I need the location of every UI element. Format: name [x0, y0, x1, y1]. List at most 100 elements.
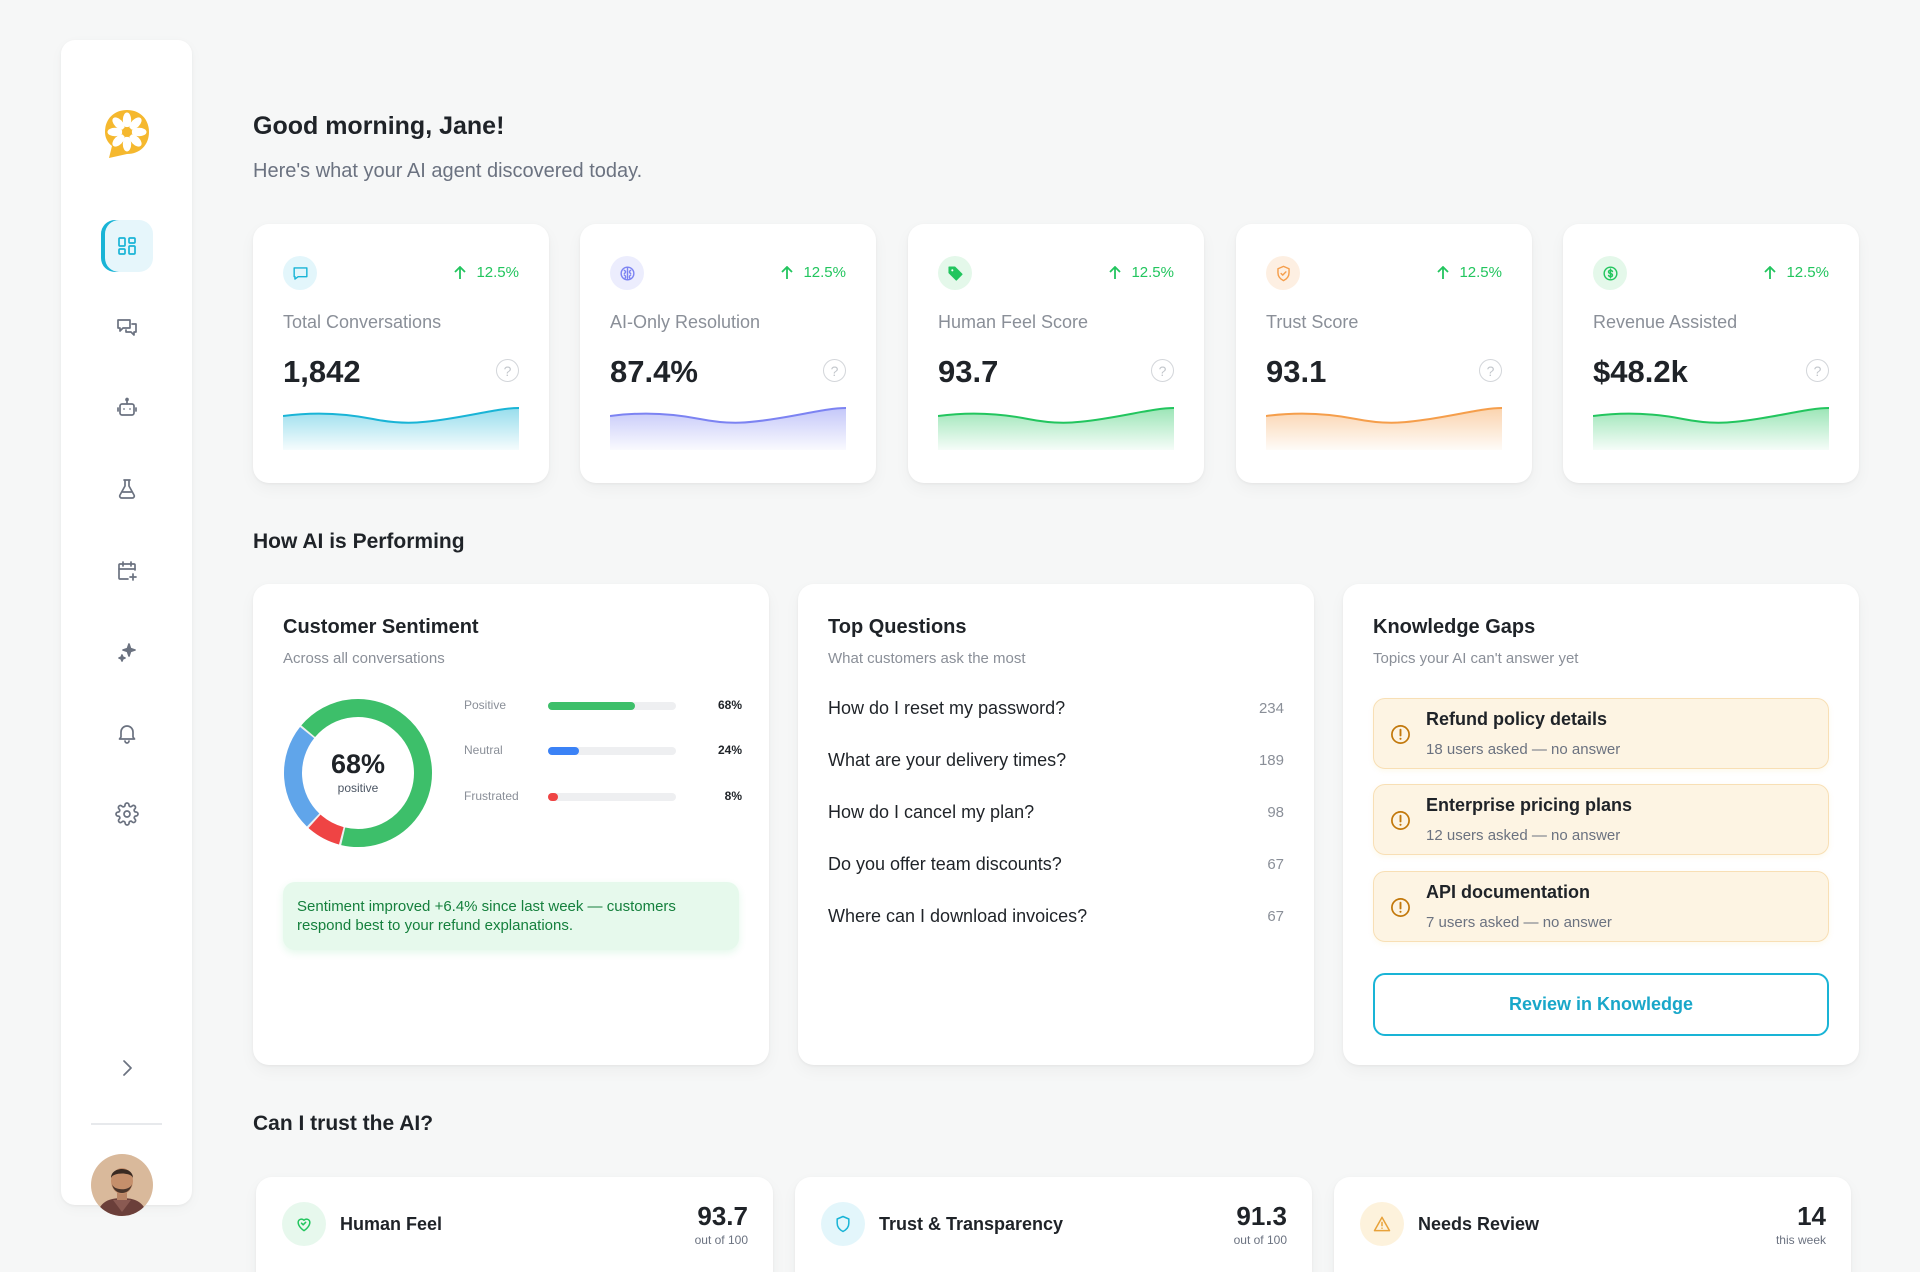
donut-center: 68% positive [279, 749, 437, 795]
kpi-card-trust-score[interactable]: 12.5% Trust Score 93.1 ? [1236, 224, 1532, 483]
help-icon[interactable]: ? [496, 359, 519, 382]
question-item[interactable]: Do you offer team discounts? 67 [828, 852, 1284, 878]
nav-agent[interactable] [101, 382, 153, 434]
panel-title: Knowledge Gaps [1373, 616, 1536, 638]
robot-icon [117, 397, 137, 416]
nav-dashboard[interactable] [101, 220, 153, 272]
kpi-trend: 12.5% [454, 264, 519, 281]
review-in-knowledge-button[interactable]: Review in Knowledge [1373, 973, 1829, 1036]
knowledge-gap-item[interactable]: Refund policy details 18 users asked — n… [1373, 698, 1829, 769]
question-item[interactable]: What are your delivery times? 189 [828, 748, 1284, 774]
kpi-card-human-feel-score[interactable]: 12.5% Human Feel Score 93.7 ? [908, 224, 1204, 483]
nav-ai-features[interactable] [101, 626, 153, 678]
sentiment-bar-fill [548, 747, 579, 755]
trust-card-trust-transparency[interactable]: Trust & Transparency 91.3 out of 100 [795, 1177, 1312, 1272]
sparkline-area [1266, 408, 1502, 450]
donut-label: positive [337, 781, 379, 795]
kpi-card-revenue-assisted[interactable]: 12.5% Revenue Assisted $48.2k ? [1563, 224, 1859, 483]
warning-triangle-icon [1360, 1202, 1404, 1246]
trust-label: Needs Review [1418, 1214, 1540, 1234]
panel-title: Top Questions [828, 616, 967, 638]
bell-icon [118, 725, 136, 744]
sentiment-label: Positive [464, 698, 507, 712]
shield-check-icon [1266, 256, 1300, 290]
knowledge-gap-item[interactable]: Enterprise pricing plans 12 users asked … [1373, 784, 1829, 855]
chevron-right-icon [123, 1060, 132, 1076]
kpi-trend: 12.5% [1764, 264, 1829, 281]
nav-settings[interactable] [101, 788, 153, 840]
question-text: How do I reset my password? [828, 698, 1066, 718]
greeting-title: Good morning, Jane! [253, 112, 505, 140]
arrow-up-icon [1109, 265, 1122, 279]
knowledge-gap-item[interactable]: API documentation 7 users asked — no ans… [1373, 871, 1829, 942]
sparkline [938, 407, 1174, 450]
donut-segment-positive [284, 699, 433, 847]
question-text: Where can I download invoices? [828, 906, 1088, 926]
sidebar [61, 40, 192, 1216]
kpi-label: Total Conversations [283, 312, 442, 332]
kpi-card-ai-only-resolution[interactable]: 12.5% AI-Only Resolution 87.4% ? [580, 224, 876, 483]
sparkline [283, 407, 519, 450]
question-item[interactable]: How do I reset my password? 234 [828, 696, 1284, 722]
panel-subtitle: What customers ask the most [828, 650, 1026, 667]
trust-card-needs-review[interactable]: Needs Review 14 this week [1334, 1177, 1851, 1272]
question-count: 189 [1258, 752, 1284, 769]
sparkle-icon [118, 643, 136, 662]
kpi-trend: 12.5% [1109, 264, 1174, 281]
arrow-up-icon [781, 265, 794, 279]
nav-calendar[interactable] [101, 545, 153, 597]
heart-handshake-icon [282, 1202, 326, 1246]
help-icon[interactable]: ? [823, 359, 846, 382]
greeting-subtitle: Here's what your AI agent discovered tod… [253, 160, 643, 182]
question-text: How do I cancel my plan? [828, 802, 1035, 822]
help-icon[interactable]: ? [1479, 359, 1502, 382]
kpi-label: Human Feel Score [938, 312, 1089, 332]
sparkline-area [1593, 408, 1829, 450]
nav-notifications[interactable] [101, 707, 153, 759]
sparkline-line [1593, 407, 1829, 424]
help-icon[interactable]: ? [1151, 359, 1174, 382]
section-title-performing: How AI is Performing [253, 530, 465, 553]
sparkline-area [610, 408, 846, 450]
donut-value: 68% [330, 749, 386, 779]
sentiment-row-positive: Positive 68% [464, 698, 742, 716]
gap-title: API documentation [1426, 882, 1591, 902]
trust-card-human-feel[interactable]: Human Feel 93.7 out of 100 [256, 1177, 773, 1272]
question-count: 67 [1267, 856, 1284, 873]
question-text: Do you offer team discounts? [828, 854, 1062, 874]
sparkline-line [610, 407, 846, 424]
question-item[interactable]: How do I cancel my plan? 98 [828, 800, 1284, 826]
nav-lab[interactable] [101, 463, 153, 515]
sentiment-row-frustrated: Frustrated 8% [464, 789, 742, 807]
alert-circle-icon [1391, 811, 1410, 830]
sidebar-expand-button[interactable] [101, 1042, 153, 1094]
flask-icon [118, 479, 136, 499]
brand-logo[interactable] [103, 108, 151, 160]
user-avatar[interactable] [91, 1154, 153, 1216]
panel-title: Customer Sentiment [283, 616, 479, 638]
arrow-up-icon [1764, 265, 1777, 279]
gap-subtitle: 18 users asked — no answer [1426, 741, 1621, 758]
sparkline-area [938, 408, 1174, 450]
kpi-label: AI-Only Resolution [610, 312, 761, 332]
nav-conversations[interactable] [101, 301, 153, 353]
shield-icon [821, 1202, 865, 1246]
help-icon[interactable]: ? [1806, 359, 1829, 382]
sparkline [1266, 407, 1502, 450]
kpi-trend: 12.5% [1437, 264, 1502, 281]
kpi-value: 1,842 [283, 354, 361, 389]
question-count: 67 [1267, 908, 1284, 925]
top-questions-panel: Top Questions What customers ask the mos… [798, 584, 1314, 1065]
kpi-trend: 12.5% [781, 264, 846, 281]
sparkline [610, 407, 846, 450]
tag-icon [938, 256, 972, 290]
dashboard-grid-icon [118, 237, 136, 255]
kpi-card-total-conversations[interactable]: 12.5% Total Conversations 1,842 ? [253, 224, 549, 483]
gap-subtitle: 12 users asked — no answer [1426, 827, 1621, 844]
sentiment-pct: 24% [717, 743, 742, 757]
question-item[interactable]: Where can I download invoices? 67 [828, 904, 1284, 930]
kpi-value: 87.4% [610, 354, 698, 389]
question-count: 98 [1267, 804, 1284, 821]
sentiment-bar-track [548, 702, 676, 710]
gap-subtitle: 7 users asked — no answer [1426, 914, 1612, 931]
